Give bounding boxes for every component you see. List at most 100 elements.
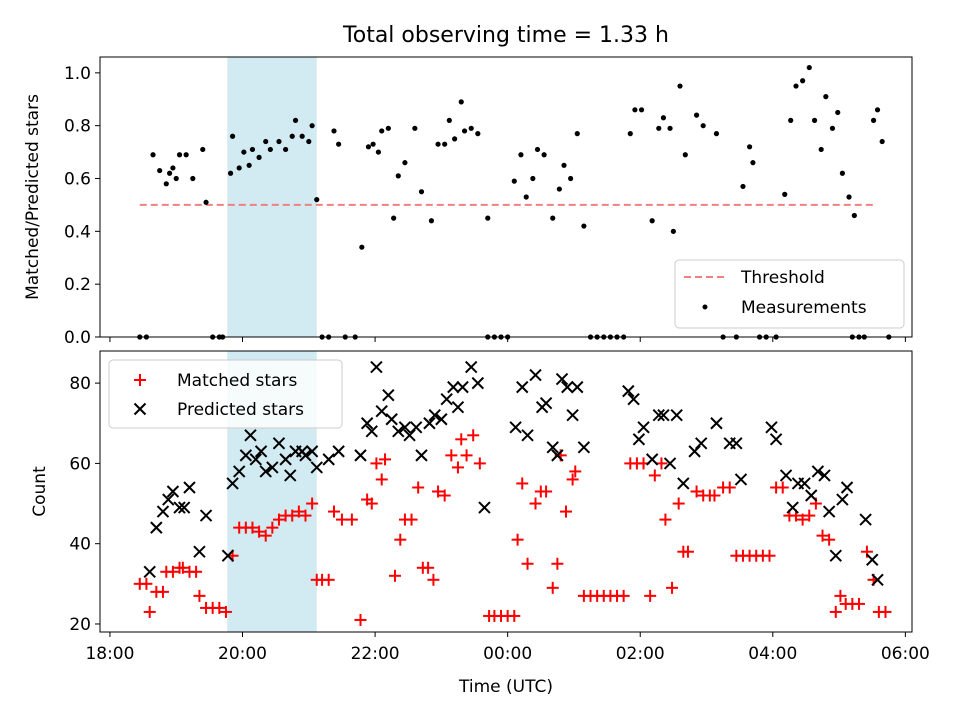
cross-b [249, 453, 262, 466]
matched-star-point [690, 485, 703, 498]
measurement-point [385, 125, 391, 131]
cross-b [645, 453, 659, 466]
predicted-star-point [392, 425, 405, 438]
matched-star-point [259, 529, 272, 542]
matched-star-point [816, 529, 829, 542]
cross-b [428, 409, 441, 422]
predicted-star-point [710, 417, 723, 430]
cross-b [509, 421, 522, 434]
predicted-star-point [370, 360, 383, 374]
measurement-point [806, 64, 812, 71]
predicted-star-point [551, 449, 564, 462]
cross-b [765, 421, 778, 434]
matched-star-point [299, 509, 312, 522]
predicted-star-point [150, 521, 163, 534]
matched-star-point [327, 505, 340, 518]
cross-b [539, 396, 553, 410]
cross-b [156, 505, 170, 518]
matched-star-point [455, 433, 468, 446]
cross-b [632, 433, 646, 446]
predicted-star-point [566, 409, 579, 422]
predicted-star-point [199, 509, 213, 522]
measurement-point [412, 125, 418, 131]
cross-b [529, 368, 542, 382]
measurement-point [750, 160, 756, 166]
cross-b [561, 380, 574, 394]
matched-star-point [176, 561, 189, 574]
highlight-band-top [227, 57, 317, 337]
cross-b [305, 445, 319, 458]
predicted-star-point [354, 449, 367, 462]
measurement-point [693, 112, 700, 118]
predicted-star-point [478, 501, 491, 514]
cross-b [150, 521, 163, 534]
y-tick-label: 0.2 [64, 275, 91, 295]
measurement-point [713, 131, 720, 137]
predicted-star-point [177, 501, 191, 514]
top-x-ticks [109, 337, 906, 342]
cross-b [571, 380, 584, 394]
cross-b [859, 513, 872, 526]
predicted-star-point [645, 453, 659, 466]
matched-star-point [190, 565, 203, 578]
matched-star-point [796, 513, 809, 526]
cross-b [354, 449, 367, 462]
legend-predicted-label: Predicted stars [177, 400, 304, 420]
cross-b [695, 437, 708, 450]
predicted-star-point [249, 453, 262, 466]
predicted-star-point [435, 413, 448, 426]
cross-b [734, 473, 748, 486]
predicted-star-point [226, 477, 239, 490]
measurement-point [818, 146, 824, 153]
measurement-point [518, 152, 524, 158]
measurement-point [800, 78, 806, 84]
predicted-star-point [866, 553, 879, 566]
cross-b [423, 417, 436, 430]
matched-star-point [379, 453, 392, 466]
matched-star-point [394, 533, 407, 546]
cross-b [829, 549, 842, 562]
cross-b [546, 441, 559, 454]
predicted-star-point [859, 513, 872, 526]
predicted-star-point [398, 421, 412, 434]
predicted-star-point [734, 473, 748, 486]
cross-b [670, 409, 683, 422]
legend-plus-marker [134, 374, 146, 386]
measurement-point [336, 141, 342, 147]
measurement-point [402, 160, 408, 166]
predicted-star-point [670, 409, 683, 422]
matched-star-point [412, 481, 425, 494]
matched-star-point [508, 609, 521, 622]
bottom-legend: Matched stars Predicted stars [108, 359, 343, 429]
measurement-point [309, 123, 315, 129]
predicted-star-point [143, 565, 156, 578]
matched-star-point [451, 461, 464, 474]
matched-star-point [551, 557, 564, 570]
predicted-star-point [571, 380, 584, 394]
matched-star-point [219, 605, 232, 618]
matched-star-point [438, 489, 451, 502]
predicted-star-point [871, 573, 884, 587]
matched-star-point [803, 509, 816, 522]
cross-b [221, 549, 235, 562]
measurement-point [157, 167, 163, 174]
predicted-star-point [509, 421, 522, 434]
cross-b [577, 441, 591, 454]
matched-star-point [370, 457, 383, 470]
cross-b [555, 372, 569, 386]
predicted-star-point [193, 545, 206, 558]
predicted-star-point [805, 489, 818, 502]
cross-b [657, 409, 670, 422]
measurement-point [241, 149, 247, 155]
cross-b [244, 429, 257, 442]
measurement-point [446, 117, 452, 123]
predicted-star-point [365, 425, 378, 438]
measurement-point [176, 152, 183, 158]
matched-star-point [365, 497, 378, 510]
cross-b [392, 425, 405, 438]
cross-b [822, 505, 836, 518]
predicted-star-point [561, 380, 574, 394]
measurement-point [283, 146, 289, 153]
bottom-legend-box [108, 359, 343, 429]
measurement-point [461, 128, 468, 134]
